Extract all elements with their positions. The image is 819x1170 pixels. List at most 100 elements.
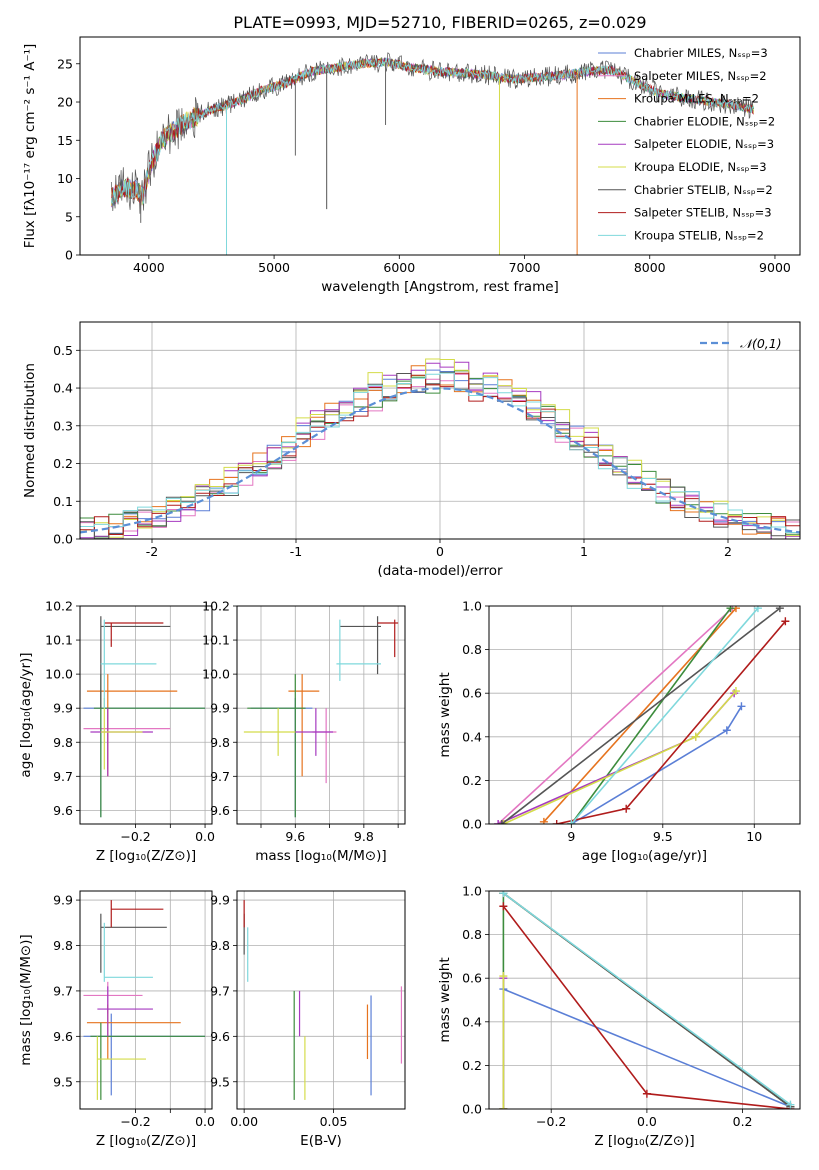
y-tick-label: 0.2 xyxy=(462,773,482,788)
legend-label: Kroupa MILES, Nₛₛₚ=2 xyxy=(634,92,759,106)
data-point xyxy=(377,619,399,658)
data-point xyxy=(103,922,153,982)
y-tick-label: 5 xyxy=(65,209,73,224)
x-tick-label: 0.00 xyxy=(230,1114,258,1129)
x-tick-label: 0.2 xyxy=(733,1114,753,1129)
x-axis-label: (data-model)/error xyxy=(377,563,503,579)
y-tick-label: 0.6 xyxy=(462,971,482,986)
y-tick-label: 9.9 xyxy=(53,701,73,716)
panel-spectrum: 4000 5000 6000 7000 8000 9000 0 5 10 15 20 25 wavele… xyxy=(22,44,791,295)
series-marker xyxy=(622,804,631,813)
y-tick-label: 20 xyxy=(57,95,73,110)
y-tick-label: 0.4 xyxy=(462,729,482,744)
y-axis-label: age [log₁₀(age/yr)] xyxy=(18,652,34,777)
lines-age_massweight xyxy=(494,606,790,824)
y-tick-label: 0.0 xyxy=(462,1102,482,1117)
x-tick-label: 9000 xyxy=(759,260,791,275)
series-line xyxy=(497,607,733,824)
series-line xyxy=(556,620,787,824)
data-point xyxy=(93,674,206,818)
y-tick-label: 1.0 xyxy=(462,599,482,614)
series-marker xyxy=(786,1100,795,1109)
data-point xyxy=(97,986,153,1037)
y-axis-label: mass weight xyxy=(437,672,453,757)
series-marker xyxy=(722,726,731,735)
y-tick-label: 1.0 xyxy=(462,884,482,899)
y-tick-label: 9.6 xyxy=(53,803,73,818)
series-marker xyxy=(552,820,561,824)
panel-z_massweight: −0.2 0.0 0.2 0.0 0.2 0.4 0.6 0.8 1.0 Z [log₁₀(Z/Z… xyxy=(437,884,800,1149)
spectrum-lines xyxy=(110,52,755,255)
lines-z_massweight xyxy=(499,891,795,1109)
data-point xyxy=(250,697,313,818)
data-point xyxy=(83,691,206,818)
series-marker xyxy=(781,617,790,626)
y-tick-label: 10.1 xyxy=(202,633,230,648)
y-tick-label: 9.6 xyxy=(210,803,230,818)
spectrum-line xyxy=(110,57,755,205)
figure-title: PLATE=0993, MJD=52710, FIBERID=0265, z=0… xyxy=(233,13,646,32)
x-axis-label: mass [log₁₀(M/M⊙)] xyxy=(255,848,386,864)
legend-label: Salpeter MILES, Nₛₛₚ=2 xyxy=(634,69,767,83)
x-axis-label: Z [log₁₀(Z/Z⊙)] xyxy=(96,848,196,864)
series-marker xyxy=(494,820,503,824)
panel-border xyxy=(79,605,213,825)
gaussian-curve xyxy=(80,387,800,534)
y-tick-label: 9.7 xyxy=(53,769,73,784)
y-tick-label: 9.9 xyxy=(53,893,73,908)
y-tick-label: 9.5 xyxy=(210,1074,230,1089)
x-axis-label: E(B-V) xyxy=(300,1133,342,1149)
series-marker xyxy=(726,606,735,613)
panel-border xyxy=(236,605,406,825)
panel-age_massweight: 9 9.5 10 0.0 0.2 0.4 0.6 0.8 1.0 age [log₁₀(age/y… xyxy=(437,599,800,864)
errorbars-z_mass xyxy=(83,900,206,1100)
x-tick-label: 0.0 xyxy=(637,1114,657,1129)
y-axis-label: mass [log₁₀(M/M⊙)] xyxy=(18,934,34,1065)
series-line xyxy=(570,607,732,824)
series-line xyxy=(501,607,781,824)
y-tick-label: 0.4 xyxy=(53,381,73,396)
x-tick-label: 0.0 xyxy=(195,829,215,844)
y-tick-label: 0.8 xyxy=(462,642,482,657)
panel-border xyxy=(488,890,801,1110)
y-tick-label: 10.2 xyxy=(202,599,230,614)
series-marker xyxy=(775,606,784,613)
legend-label: Salpeter STELIB, Nₛₛₚ=3 xyxy=(634,206,772,220)
x-tick-label: 0 xyxy=(436,544,444,559)
data-point xyxy=(100,619,157,709)
data-point xyxy=(96,1036,146,1100)
legend: Chabrier MILES, Nₛₛₚ=3 Salpeter MILES, Nₛ… xyxy=(598,46,775,242)
legend-label: Kroupa STELIB, Nₛₛₚ=2 xyxy=(634,228,764,242)
histogram-kroupa-stelib xyxy=(80,372,800,533)
panel-border xyxy=(236,890,406,1110)
y-tick-label: 0.0 xyxy=(53,532,73,547)
errorbars-ebv_mass xyxy=(243,900,403,1100)
y-tick-label: 0.2 xyxy=(462,1058,482,1073)
data-point xyxy=(83,708,171,770)
data-point xyxy=(247,674,306,818)
x-tick-label: 0.05 xyxy=(320,1114,348,1129)
y-tick-label: 9.8 xyxy=(210,735,230,750)
x-tick-label: 9.5 xyxy=(653,829,673,844)
x-tick-label: 1 xyxy=(580,544,588,559)
series-marker xyxy=(642,1089,651,1098)
histogram-salpeter-elodie xyxy=(80,361,800,539)
y-tick-label: 9.6 xyxy=(53,1029,73,1044)
series-line xyxy=(570,607,759,824)
data-point xyxy=(83,1013,206,1096)
x-tick-label: -1 xyxy=(290,544,302,559)
x-tick-label: 7000 xyxy=(509,260,541,275)
panel-border xyxy=(79,321,801,540)
series-line xyxy=(497,692,735,824)
panel-z_mass: −0.2 0.0 9.5 9.6 9.7 9.8 9.9 Z [log₁₀(Z/Z⊙)] mas… xyxy=(18,891,215,1149)
y-tick-label: 0.3 xyxy=(53,418,73,433)
x-tick-label: 2 xyxy=(724,544,732,559)
x-axis-label: Z [log₁₀(Z/Z⊙)] xyxy=(594,1133,694,1149)
panel-residuals: -2 -1 0 1 2 0.0 0.1 0.2 0.3 0.4 0.5 (data-model)/er… xyxy=(22,322,800,579)
data-point xyxy=(339,616,381,675)
y-tick-label: 9.7 xyxy=(53,983,73,998)
series-marker xyxy=(731,687,740,696)
x-axis-label: age [log₁₀(age/yr)] xyxy=(582,848,707,864)
x-tick-label: 6000 xyxy=(383,260,415,275)
y-tick-label: 10.1 xyxy=(45,633,73,648)
